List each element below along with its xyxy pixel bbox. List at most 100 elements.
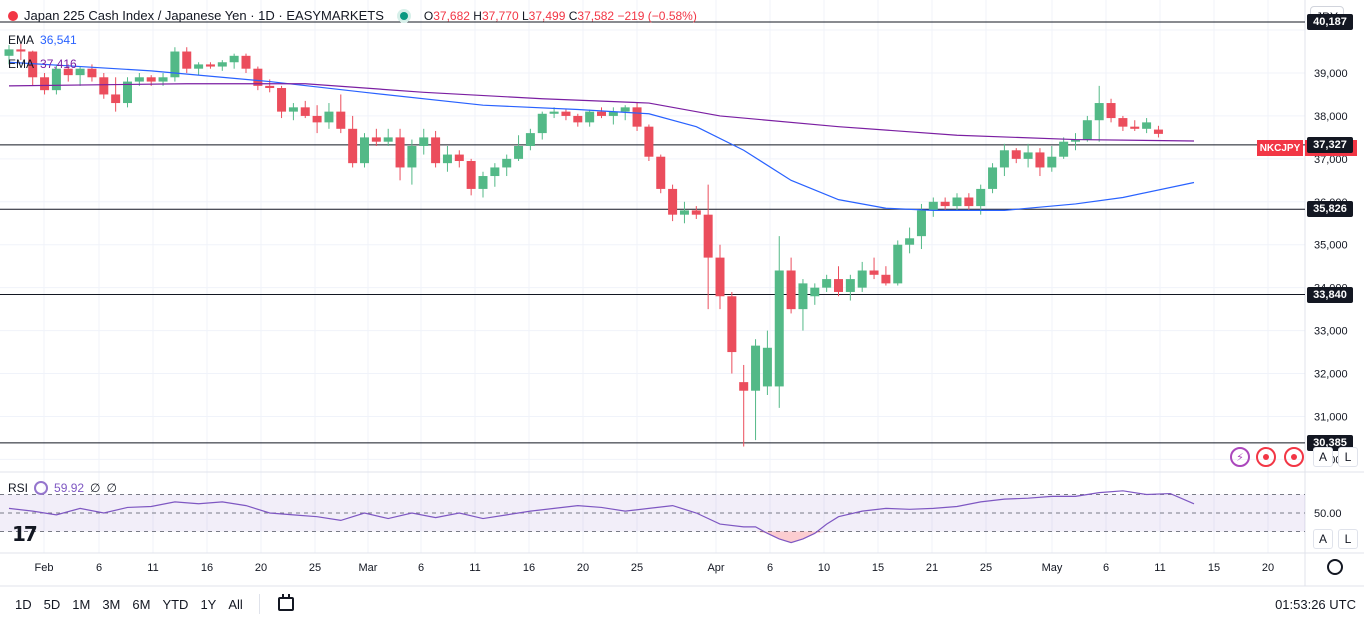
candle-up <box>158 77 168 82</box>
timeframe-1d[interactable]: 1D <box>15 596 32 612</box>
candle-up <box>525 133 535 146</box>
candle-up <box>383 137 393 142</box>
candle-up <box>502 158 512 168</box>
candle-up <box>928 201 938 211</box>
candle-down <box>241 55 251 69</box>
price-tick-label: 35,000 <box>1314 240 1348 252</box>
candle-down <box>597 111 606 116</box>
candle-up <box>51 68 61 91</box>
candle-down <box>1011 150 1021 159</box>
timeframe-6m[interactable]: 6M <box>132 596 151 612</box>
candle-down <box>371 137 381 142</box>
bolt-icon[interactable]: ⚡ <box>1230 447 1250 467</box>
candle-up <box>1059 141 1069 157</box>
candle-down <box>1035 152 1045 168</box>
candle-down <box>964 197 974 207</box>
time-tick-label: 11 <box>469 562 480 574</box>
time-tick-label: Apr <box>707 562 724 574</box>
candle-up <box>916 210 926 237</box>
candle-up <box>1047 156 1057 168</box>
symbol-tag: NKCJPY <box>1257 140 1303 156</box>
candle-up <box>537 113 547 134</box>
symbol-icon <box>8 10 18 21</box>
time-tick-label: 25 <box>631 562 643 574</box>
record-icon[interactable] <box>1284 447 1304 467</box>
price-tick-label: 37,000 <box>1314 154 1348 166</box>
candle-up <box>442 154 452 164</box>
candle-up <box>229 55 239 63</box>
candle-down <box>786 270 796 310</box>
ema-fast-line <box>8 61 1195 211</box>
candle-up <box>988 167 998 189</box>
rsi-legend[interactable]: RSI 59.92 ∅ ∅ <box>8 481 117 495</box>
candle-up <box>762 347 772 387</box>
timeframe-1y[interactable]: 1Y <box>200 596 217 612</box>
candle-down <box>573 115 583 123</box>
candle-down <box>111 94 121 104</box>
time-tick-label: 6 <box>767 562 773 574</box>
timeframe-all[interactable]: All <box>228 596 243 612</box>
rsi-log-scale-button[interactable]: L <box>1338 529 1358 549</box>
time-tick-label: 6 <box>96 562 102 574</box>
candle-up <box>1082 120 1092 140</box>
candle-up <box>490 167 500 177</box>
candle-down <box>668 188 678 215</box>
level-price-label[interactable]: 33,840 <box>1307 286 1353 303</box>
timeframe-ytd[interactable]: YTD <box>162 596 189 612</box>
candle-up <box>194 64 204 69</box>
candle-down <box>727 296 737 353</box>
timeframe-3m[interactable]: 3M <box>102 596 121 612</box>
candle-up <box>1023 152 1033 159</box>
utc-clock[interactable]: 01:53:26 UTC <box>1275 596 1356 612</box>
price-tick-label: 39,000 <box>1314 68 1348 80</box>
symbol-title[interactable]: Japan 225 Cash Index / Japanese Yen · 1D… <box>24 8 384 23</box>
candle-up <box>999 150 1009 168</box>
level-price-label[interactable]: 30,385 <box>1307 434 1353 451</box>
candle-down <box>466 161 476 189</box>
auto-scale-button[interactable]: A <box>1313 447 1333 467</box>
candle-down <box>1106 103 1116 119</box>
candle-down <box>146 77 156 82</box>
log-scale-button[interactable]: L <box>1338 447 1358 467</box>
price-tick-label: 33,000 <box>1314 326 1348 338</box>
time-tick-label: 10 <box>818 562 830 574</box>
ema-slow-legend[interactable]: EMA 37,416 <box>8 57 77 71</box>
chart-legend: Japan 225 Cash Index / Japanese Yen · 1D… <box>8 8 697 23</box>
level-price-label[interactable]: 37,327 <box>1307 136 1353 153</box>
candle-down <box>632 107 642 127</box>
candle-down <box>395 137 405 168</box>
gear-icon[interactable] <box>1327 559 1343 575</box>
calendar-icon[interactable] <box>277 594 294 611</box>
level-price-label[interactable]: 40,187 <box>1307 14 1353 31</box>
candle-down <box>312 115 322 123</box>
candle-down <box>265 85 275 89</box>
time-tick-label: 6 <box>1103 562 1109 574</box>
candle-up <box>810 287 820 297</box>
candle-down <box>28 51 38 78</box>
candle-down <box>300 107 310 116</box>
candle-up <box>123 81 132 104</box>
candle-up <box>620 107 630 112</box>
record-icon[interactable] <box>1256 447 1276 467</box>
ema-fast-legend[interactable]: EMA 36,541 <box>8 33 77 47</box>
candle-down <box>205 64 215 67</box>
level-price-label[interactable]: 35,826 <box>1307 201 1353 218</box>
candle-down <box>561 111 571 116</box>
candle-up <box>75 68 85 76</box>
candle-up <box>360 137 369 164</box>
candle-down <box>336 111 346 129</box>
candle-down <box>1153 129 1163 134</box>
candle-up <box>217 62 227 67</box>
candle-up <box>679 210 689 215</box>
rsi-oversold-fill <box>755 531 827 543</box>
timeframe-1m[interactable]: 1M <box>72 596 91 612</box>
candle-down <box>834 279 843 292</box>
candle-down <box>703 214 713 258</box>
rsi-tick-label: 50.00 <box>1314 508 1342 520</box>
rsi-auto-scale-button[interactable]: A <box>1313 529 1333 549</box>
candle-up <box>857 270 867 288</box>
candle-up <box>822 279 832 288</box>
time-tick-label: 20 <box>577 562 589 574</box>
timeframe-5d[interactable]: 5D <box>43 596 61 612</box>
